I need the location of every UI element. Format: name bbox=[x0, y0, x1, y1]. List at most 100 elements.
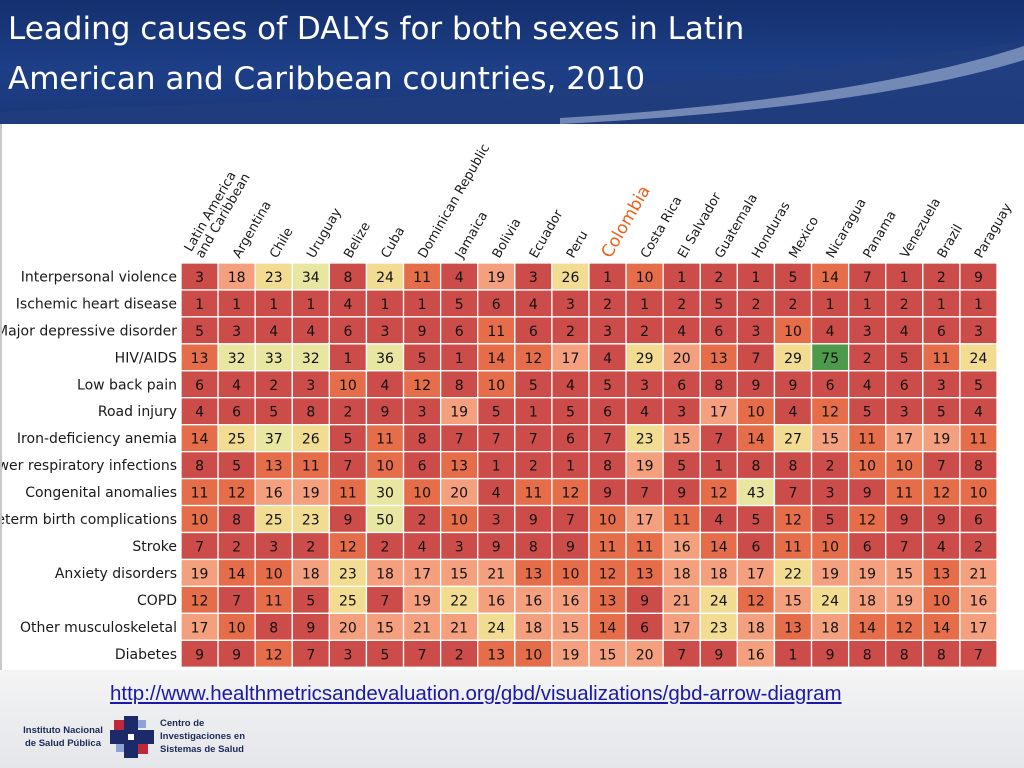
heatmap-cell-value: 3 bbox=[418, 405, 427, 421]
heatmap-cell-value: 26 bbox=[302, 432, 320, 448]
heatmap-cell bbox=[736, 585, 776, 614]
heatmap-cell-value: 10 bbox=[821, 539, 839, 555]
heatmap-cell-value: 4 bbox=[714, 513, 723, 529]
column-header: Cuba bbox=[378, 224, 408, 261]
heatmap-cell-value: 10 bbox=[376, 459, 394, 475]
heatmap-cell-value: 14 bbox=[747, 432, 765, 448]
heatmap-cell bbox=[477, 343, 516, 372]
heatmap-cell-value: 17 bbox=[191, 620, 209, 636]
heatmap-cell-value: 1 bbox=[269, 297, 278, 313]
heatmap-cell-value: 7 bbox=[789, 486, 798, 502]
heatmap-cell bbox=[662, 450, 701, 480]
heatmap-cell bbox=[477, 424, 516, 453]
heatmap-cell-value: 4 bbox=[269, 324, 278, 340]
row-label: HIV/AIDS bbox=[115, 350, 177, 366]
heatmap-cell-value: 1 bbox=[863, 297, 872, 313]
heatmap-cell bbox=[736, 289, 776, 318]
heatmap-cell bbox=[959, 504, 998, 534]
heatmap-cell bbox=[810, 585, 850, 614]
heatmap-cell-value: 6 bbox=[418, 459, 427, 475]
heatmap-cell-value: 17 bbox=[673, 620, 691, 636]
heatmap-cell bbox=[588, 424, 627, 453]
heatmap-cell bbox=[254, 585, 293, 614]
heatmap-cell bbox=[885, 370, 924, 399]
title-swoosh-decoration bbox=[0, 40, 1024, 124]
heatmap-cell bbox=[847, 504, 887, 534]
heatmap-cell-value: 37 bbox=[265, 432, 283, 448]
heatmap-cell bbox=[959, 558, 998, 588]
column-header-line: Dominican Republic bbox=[416, 142, 494, 261]
heatmap-cell-value: 12 bbox=[191, 593, 209, 609]
heatmap-cell-value: 12 bbox=[932, 486, 950, 502]
heatmap-cell-value: 9 bbox=[492, 539, 501, 555]
heatmap-cell-value: 5 bbox=[306, 593, 315, 609]
heatmap-cell bbox=[365, 585, 405, 614]
heatmap-cell-value: 6 bbox=[455, 324, 464, 340]
heatmap-cell-value: 1 bbox=[826, 297, 835, 313]
heatmap-cell-value: 4 bbox=[677, 324, 686, 340]
heatmap-cell bbox=[402, 316, 442, 345]
row-label: Iron-deficiency anemia bbox=[17, 431, 177, 447]
heatmap-cell-value: 18 bbox=[302, 566, 320, 582]
heatmap-cell-value: 5 bbox=[195, 324, 204, 340]
heatmap-cell bbox=[699, 531, 739, 561]
heatmap-cell-value: 6 bbox=[937, 324, 946, 340]
heatmap-cell bbox=[588, 316, 627, 345]
heatmap-cell bbox=[551, 531, 590, 561]
heatmap-cell-value: 6 bbox=[492, 297, 501, 313]
heatmap-cell-value: 11 bbox=[191, 486, 209, 502]
heatmap-cell-value: 21 bbox=[673, 593, 691, 609]
heatmap-cell-value: 13 bbox=[265, 459, 283, 475]
heatmap-cell-value: 2 bbox=[863, 351, 872, 367]
heatmap-cell-value: 19 bbox=[487, 270, 505, 286]
heatmap-cell-value: 18 bbox=[673, 566, 691, 582]
heatmap-cell-value: 1 bbox=[677, 270, 686, 286]
heatmap-cell bbox=[885, 343, 924, 372]
heatmap-cell-value: 9 bbox=[937, 513, 946, 529]
insp-logo-line-2: de Salud Pública bbox=[24, 738, 102, 749]
heatmap-cell-value: 7 bbox=[751, 351, 760, 367]
heatmap-cell-value: 7 bbox=[455, 432, 464, 448]
heatmap-cell-value: 20 bbox=[450, 486, 468, 502]
heatmap-cell bbox=[736, 397, 776, 426]
heatmap-cell-value: 23 bbox=[265, 270, 283, 286]
heatmap-cell-value: 11 bbox=[932, 351, 950, 367]
row-label: Lower respiratory infections bbox=[0, 458, 177, 474]
heatmap-cell-value: 7 bbox=[195, 539, 204, 555]
heatmap-cell-value: 9 bbox=[714, 647, 723, 663]
heatmap-cell bbox=[773, 558, 813, 588]
heatmap-cell-value: 5 bbox=[900, 351, 909, 367]
heatmap-cell bbox=[514, 343, 553, 372]
heatmap-cell bbox=[180, 639, 219, 668]
heatmap-cell-value: 10 bbox=[487, 378, 505, 394]
heatmap-cell-value: 3 bbox=[863, 324, 872, 340]
heatmap-cell bbox=[365, 370, 405, 399]
ciss-logo-line-1: Centro de bbox=[160, 718, 205, 729]
heatmap-cell-value: 2 bbox=[751, 297, 760, 313]
heatmap-cell-value: 16 bbox=[747, 647, 765, 663]
heatmap-cell-value: 12 bbox=[784, 513, 802, 529]
heatmap-cell-value: 1 bbox=[714, 459, 723, 475]
heatmap-cell-value: 18 bbox=[858, 593, 876, 609]
heatmap-cell-value: 6 bbox=[343, 324, 352, 340]
heatmap-cell bbox=[885, 558, 924, 588]
heatmap-cell bbox=[477, 316, 516, 345]
heatmap-cell bbox=[217, 558, 256, 588]
column-header: Panama bbox=[861, 208, 900, 261]
heatmap-cell-value: 10 bbox=[932, 593, 950, 609]
heatmap-cell-value: 11 bbox=[413, 270, 431, 286]
heatmap-cell-value: 15 bbox=[784, 593, 802, 609]
footer bbox=[0, 670, 1024, 768]
heatmap-cell-value: 29 bbox=[636, 351, 654, 367]
source-link[interactable]: http://www.healthmetricsandevaluation.or… bbox=[110, 682, 842, 705]
heatmap-cell bbox=[588, 343, 627, 372]
heatmap-cell bbox=[402, 424, 442, 453]
heatmap-cell-value: 1 bbox=[603, 270, 612, 286]
heatmap-cell-value: 17 bbox=[636, 513, 654, 529]
heatmap-cell bbox=[551, 558, 590, 588]
heatmap-cell-value: 5 bbox=[714, 297, 723, 313]
heatmap-cell-value: 20 bbox=[339, 620, 357, 636]
heatmap-cell-value: 4 bbox=[492, 486, 501, 502]
heatmap-cell bbox=[662, 262, 701, 291]
heatmap-cell-value: 16 bbox=[524, 593, 542, 609]
